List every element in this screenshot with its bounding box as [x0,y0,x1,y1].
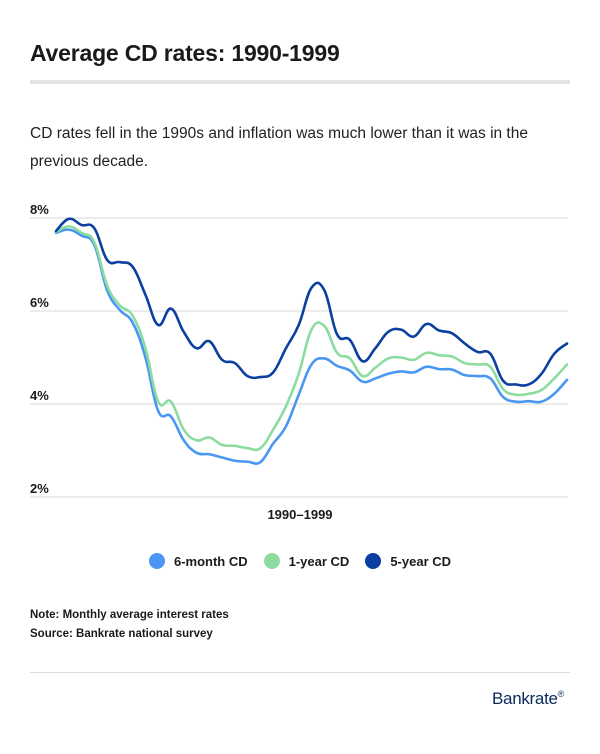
y-tick-label: 2% [30,481,49,496]
y-tick-label: 6% [30,295,49,310]
series-line-1-year-cd [54,225,569,452]
legend-item-5-year: 5-year CD [365,553,451,569]
legend-swatch-1-year [263,553,280,569]
series-line-5-year-cd [54,217,569,387]
footer-divider [30,672,570,673]
chart-legend: 6-month CD 1-year CD 5-year CD [0,553,600,569]
legend-swatch-6-month [148,553,165,569]
brand-name: Bankrate [492,689,558,708]
chart-subtitle: CD rates fell in the 1990s and inflation… [30,125,528,170]
legend-item-6-month: 6-month CD [148,553,248,569]
line-chart: 8% 6% 4% 2% [30,202,569,498]
series-layer [54,217,569,465]
y-axis-ticks: 8% 6% 4% 2% [30,202,49,496]
grid-layer [30,217,568,498]
legend-item-1-year: 1-year CD [263,553,350,569]
source-text: Source: Bankrate national survey [30,628,213,640]
brand-registered-mark: ® [557,689,565,699]
title-divider [30,80,570,84]
brand-logo[interactable]: Bankrate® [492,689,564,709]
y-tick-label: 4% [30,388,49,403]
note-text: Note: Monthly average interest rates [30,609,229,621]
legend-label-1-year: 1-year CD [288,553,350,569]
legend-swatch-5-year [365,553,382,569]
y-tick-label: 8% [30,202,49,217]
legend-label-5-year: 5-year CD [390,553,452,569]
series-line-6-month-cd [54,228,569,465]
legend-label-6-month: 6-month CD [173,553,248,569]
chart-notes: Note: Monthly average interest rates Sou… [30,606,229,644]
page-title: Average CD rates: 1990-1999 [30,40,340,66]
x-axis-label: 1990–1999 [267,507,333,522]
